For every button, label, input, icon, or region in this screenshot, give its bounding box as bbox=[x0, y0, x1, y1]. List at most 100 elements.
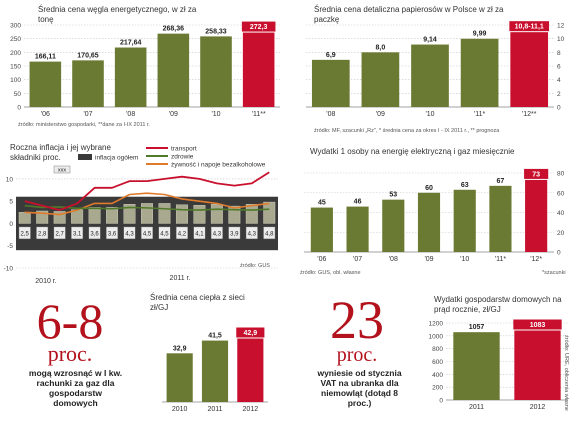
vat-panel: 23 proc. wyniesie od stycznia VAT na ubr… bbox=[292, 290, 422, 426]
data-label: 9,99 bbox=[473, 31, 487, 38]
x-tick-label: '12** bbox=[522, 111, 537, 118]
legend-overall-swatch bbox=[78, 154, 92, 160]
bar bbox=[361, 52, 400, 107]
bar bbox=[514, 330, 561, 400]
bar-label-bg bbox=[210, 226, 223, 240]
y-tick-label: 1200 bbox=[429, 321, 444, 328]
x-tick-label: 2011 bbox=[469, 404, 484, 411]
x-tick-label: '08 bbox=[126, 111, 135, 118]
data-label: 8,0 bbox=[376, 44, 386, 51]
bar bbox=[29, 61, 62, 107]
x-tick-label: '06 bbox=[317, 256, 326, 263]
bar-label: 3,1 bbox=[73, 231, 82, 237]
bar-label-bg bbox=[106, 226, 119, 240]
y-tick-label: 1000 bbox=[429, 333, 444, 340]
bar bbox=[175, 204, 188, 224]
data-label: 1083 bbox=[530, 322, 546, 329]
data-label-bg bbox=[236, 327, 265, 338]
bar-label-bg bbox=[158, 226, 171, 240]
y-tick-label: 300 bbox=[10, 23, 21, 30]
bar-label: 3,6 bbox=[108, 231, 117, 237]
year-label-2010: 2010 r. bbox=[35, 278, 56, 285]
vat-big-number: 23 bbox=[330, 290, 384, 350]
bar bbox=[311, 59, 350, 107]
bar-label: 2,5 bbox=[21, 231, 30, 237]
x-tick-label: '08 bbox=[389, 256, 398, 263]
x-tick-label: '11** bbox=[252, 111, 266, 118]
y-tick-label: 8 bbox=[557, 50, 561, 57]
y-tick-label: 10 bbox=[6, 176, 14, 183]
y-tick-label: 60 bbox=[557, 190, 565, 197]
bar bbox=[228, 205, 241, 224]
bar-label: 4,2 bbox=[178, 231, 187, 237]
x-tick-label: '11* bbox=[474, 111, 486, 118]
inflation-title: Roczna inflacja i jej wybrane składniki … bbox=[10, 143, 111, 162]
energy-chart: 0 20 40 60 80 45 '06 46 '07 53 '08 60 '09 63 '10 67 '11*… bbox=[304, 168, 565, 263]
bar-label: 3,6 bbox=[90, 231, 99, 237]
x-tick-label: '10 bbox=[460, 256, 469, 263]
electricity-source: źródło: URE, obliczenia własne bbox=[563, 335, 569, 411]
bar bbox=[158, 203, 171, 224]
x-tick-label: '10 bbox=[211, 111, 220, 118]
data-label: 268,36 bbox=[163, 26, 185, 33]
bar bbox=[210, 204, 223, 224]
bar-label-bg bbox=[53, 226, 66, 240]
inflation-chart: -10 -5 0 5 10 2,5 2,8 2,7 3,1 3,6 3,6 4,3 4,5 4,5 4,2 4… bbox=[4, 146, 278, 285]
bar bbox=[193, 204, 206, 224]
bar bbox=[72, 60, 104, 107]
bar bbox=[453, 189, 476, 252]
bar bbox=[382, 199, 405, 252]
bar bbox=[141, 203, 153, 224]
coal-title: Średnia cena węgla energetycznego, w zł … bbox=[38, 5, 197, 24]
bar bbox=[88, 207, 101, 224]
data-label: 46 bbox=[354, 199, 362, 206]
y-tick-label: 150 bbox=[10, 64, 21, 71]
bar-label-bg bbox=[123, 226, 136, 240]
y-tick-label: 4 bbox=[557, 77, 561, 84]
y-tick-label: 80 bbox=[557, 171, 565, 178]
bar-label: 2,8 bbox=[38, 231, 47, 237]
bar bbox=[53, 211, 66, 224]
cigarettes-panel: Średnia cena detaliczna papierosów w Pol… bbox=[292, 0, 574, 140]
legend-health-label: zdrowie bbox=[171, 154, 194, 161]
data-label-bg bbox=[513, 319, 562, 330]
x-tick-label: '11* bbox=[495, 256, 507, 263]
data-label: 170,65 bbox=[77, 52, 99, 59]
bar bbox=[36, 210, 49, 224]
x-tick-label: '12* bbox=[530, 256, 542, 263]
bar-label-bg bbox=[245, 226, 258, 240]
y-tick-label: -10 bbox=[4, 266, 14, 273]
data-label: 217,64 bbox=[120, 40, 142, 47]
y-tick-label: 200 bbox=[10, 50, 21, 57]
y-tick-label: 400 bbox=[432, 372, 443, 379]
data-label-bg bbox=[524, 168, 549, 179]
y-tick-label: 600 bbox=[432, 359, 443, 366]
y-tick-label: 50 bbox=[14, 91, 22, 98]
vat-unit: proc. bbox=[336, 344, 378, 366]
bar bbox=[417, 192, 441, 252]
y-tick-label: 12 bbox=[557, 23, 565, 30]
y-tick-label: 10 bbox=[557, 36, 565, 43]
bar bbox=[245, 204, 258, 224]
x-tick-label: 2011 bbox=[207, 406, 222, 413]
bar bbox=[123, 204, 136, 224]
y-tick-label: 0 bbox=[17, 105, 21, 112]
gas-caption: mogą wzrosnąć w I kw. rachunki za gaz dl… bbox=[28, 368, 123, 408]
bar bbox=[242, 32, 275, 107]
data-label: 258,33 bbox=[205, 28, 227, 35]
heat-panel: Średnia cena ciepła z sieci zł/GJ 32,9 20… bbox=[140, 290, 280, 426]
x-tick-label: 2012 bbox=[243, 406, 259, 413]
legend-xxx-swatch bbox=[53, 165, 71, 174]
data-label: 45 bbox=[318, 200, 326, 207]
legend-transport-label: transport bbox=[171, 146, 197, 153]
bar bbox=[411, 44, 449, 107]
inflation-panel: Roczna inflacja i jej wybrane składniki … bbox=[0, 140, 280, 290]
y-tick-label: 250 bbox=[10, 36, 21, 43]
legend-overall-label: inflacja ogółem bbox=[95, 155, 138, 162]
x-tick-label: '10 bbox=[425, 111, 434, 118]
bar bbox=[453, 332, 500, 400]
bar-label-bg bbox=[141, 226, 153, 240]
y-tick-label: 0 bbox=[557, 250, 561, 257]
data-label-bg bbox=[509, 21, 550, 32]
bar bbox=[106, 207, 119, 224]
